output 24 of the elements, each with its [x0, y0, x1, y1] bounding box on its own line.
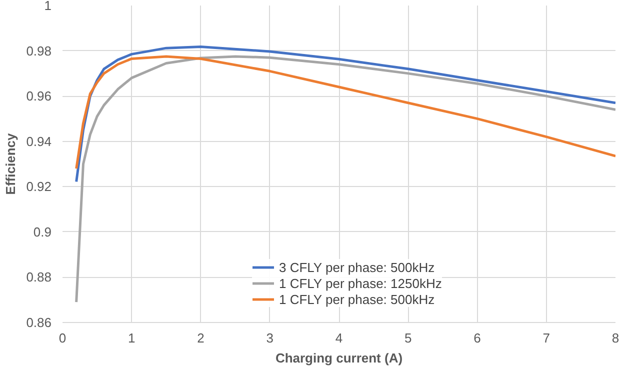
- legend-label: 1 CFLY per phase: 1250kHz: [279, 275, 442, 291]
- x-tick-label: 8: [612, 330, 620, 346]
- x-tick-label: 4: [335, 330, 343, 346]
- y-tick-label: 0.9: [33, 224, 52, 240]
- x-tick-label: 3: [266, 330, 274, 346]
- x-tick-label: 6: [474, 330, 481, 346]
- x-tick-label: 5: [404, 330, 412, 346]
- y-axis-title: Efficiency: [3, 132, 18, 195]
- legend-label: 1 CFLY per phase: 500kHz: [279, 291, 435, 307]
- x-tick-label: 0: [58, 330, 66, 346]
- y-tick-label: 0.98: [26, 43, 52, 58]
- x-tick-label: 7: [542, 330, 550, 346]
- x-tick-label: 1: [128, 330, 136, 346]
- y-tick-label: 0.86: [26, 315, 52, 330]
- y-tick-label: 0.96: [26, 88, 52, 104]
- y-tick-label: 0.88: [26, 270, 52, 285]
- line-series: [75, 45, 616, 183]
- y-tick-label: 0.94: [26, 134, 52, 149]
- line-series: [75, 55, 616, 170]
- x-tick-label: 2: [197, 330, 204, 346]
- y-tick-label: 1: [44, 0, 52, 13]
- y-tick-label: 0.92: [26, 179, 52, 194]
- legend-label: 3 CFLY per phase: 500kHz: [279, 259, 435, 275]
- x-axis-title: Charging current (A): [275, 350, 403, 366]
